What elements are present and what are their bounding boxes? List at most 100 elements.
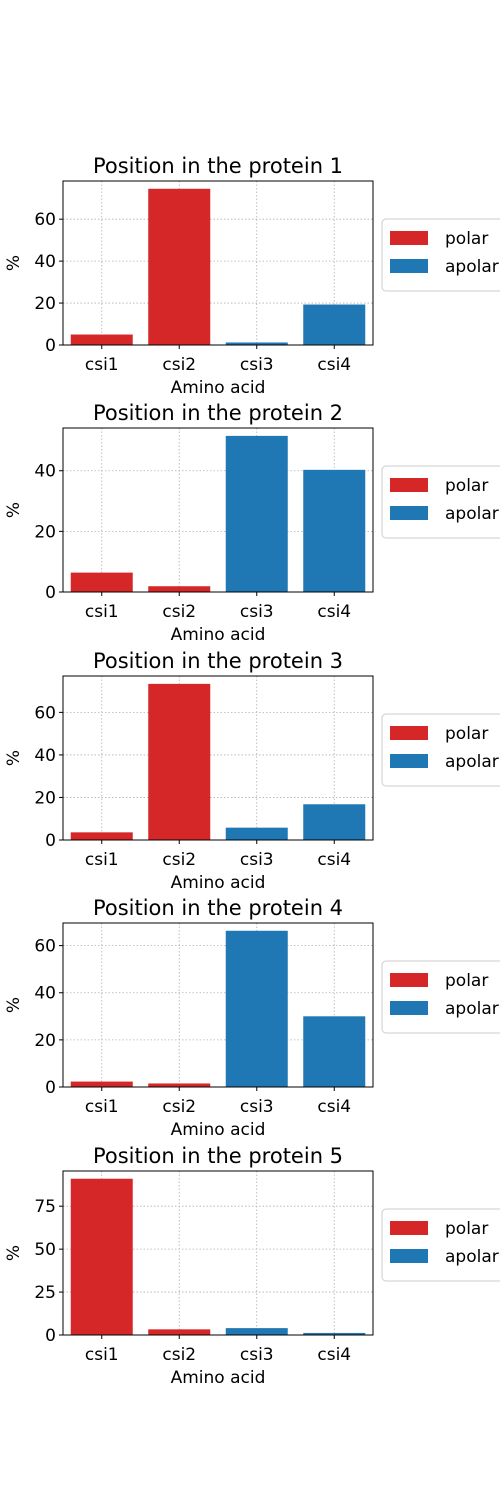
x-axis-label: Amino acid [171, 1368, 266, 1388]
x-tick-label: csi4 [317, 850, 351, 870]
y-axis-label: % [4, 750, 24, 766]
plot-frame [62, 1170, 374, 1336]
x-tick-label: csi1 [85, 1097, 119, 1117]
x-tick-label: csi4 [317, 1345, 351, 1365]
x-tick-label: csi1 [85, 355, 119, 375]
bar-csi3 [225, 827, 288, 840]
plot-frame [62, 675, 374, 841]
legend-swatch-polar [390, 973, 428, 987]
y-tick-label: 0 [45, 336, 56, 356]
x-tick-label: csi4 [317, 1097, 351, 1117]
legend-label-apolar: apolar [445, 752, 499, 772]
chart-title: Position in the protein 1 [93, 154, 343, 178]
y-axis-label: % [4, 502, 24, 518]
bar-csi4 [303, 804, 366, 840]
legend-label-polar: polar [445, 229, 488, 249]
bar-csi2 [148, 586, 211, 592]
y-tick-label: 40 [34, 746, 56, 766]
bar-csi1 [70, 832, 133, 840]
legend-swatch-polar [390, 1221, 428, 1235]
legend: polar apolar [381, 465, 500, 539]
legend-swatch-apolar [390, 1249, 428, 1263]
plot-frame [62, 180, 374, 346]
legend-label-apolar: apolar [445, 504, 499, 524]
y-tick-label: 0 [45, 1078, 56, 1098]
bar-csi2 [148, 683, 211, 840]
x-tick-label: csi2 [162, 850, 196, 870]
y-axis-label: % [4, 255, 24, 271]
y-tick-label: 60 [34, 703, 56, 723]
y-tick-label: 75 [34, 1197, 56, 1217]
y-tick-label: 60 [34, 210, 56, 230]
legend-label-polar: polar [445, 724, 488, 744]
x-tick-label: csi3 [240, 850, 274, 870]
y-tick-label: 20 [34, 522, 56, 542]
y-tick-label: 40 [34, 462, 56, 482]
x-axis-label: Amino acid [171, 1120, 266, 1140]
bar-csi1 [70, 1178, 133, 1335]
chart-1: 0 20 40 60 csi1 csi2 csi3 csi4 Position in the p… [4, 154, 500, 398]
legend-label-polar: polar [445, 971, 488, 991]
y-tick-label: 20 [34, 788, 56, 808]
chart-5: 0 25 50 75 csi1 csi2 csi3 csi4 Position in the p… [4, 1144, 500, 1388]
bar-csi2 [148, 1083, 211, 1087]
legend-label-apolar: apolar [445, 1247, 499, 1267]
y-tick-label: 20 [34, 1031, 56, 1051]
x-tick-label: csi4 [317, 602, 351, 622]
legend-label-apolar: apolar [445, 257, 499, 277]
y-axis-label: % [4, 997, 24, 1013]
bar-csi4 [303, 304, 366, 345]
x-tick-label: csi3 [240, 1097, 274, 1117]
x-tick-label: csi4 [317, 355, 351, 375]
x-tick-label: csi1 [85, 602, 119, 622]
x-axis-label: Amino acid [171, 625, 266, 645]
legend: polar apolar [381, 1208, 500, 1282]
bar-csi3 [225, 435, 288, 592]
x-tick-label: csi2 [162, 1345, 196, 1365]
legend: polar apolar [381, 218, 500, 292]
x-tick-label: csi1 [85, 1345, 119, 1365]
y-tick-label: 25 [34, 1283, 56, 1303]
x-tick-label: csi3 [240, 355, 274, 375]
x-tick-label: csi3 [240, 1345, 274, 1365]
x-tick-label: csi2 [162, 602, 196, 622]
y-tick-label: 40 [34, 984, 56, 1004]
x-tick-label: csi1 [85, 850, 119, 870]
legend-swatch-polar [390, 231, 428, 245]
bar-csi3 [225, 1328, 288, 1335]
x-tick-label: csi2 [162, 355, 196, 375]
chart-4: 0 20 40 60 csi1 csi2 csi3 csi4 Position in the p… [4, 896, 500, 1140]
bar-csi4 [303, 1016, 366, 1087]
legend-label-polar: polar [445, 476, 488, 496]
x-tick-label: csi3 [240, 602, 274, 622]
y-tick-label: 0 [45, 583, 56, 603]
y-tick-label: 0 [45, 1326, 56, 1346]
y-tick-label: 20 [34, 294, 56, 314]
bar-csi1 [70, 1081, 133, 1087]
legend-label-apolar: apolar [445, 999, 499, 1019]
bar-csi3 [225, 342, 288, 345]
legend-swatch-apolar [390, 754, 428, 768]
x-axis-label: Amino acid [171, 873, 266, 893]
legend-swatch-apolar [390, 259, 428, 273]
chart-2: 0 20 40 csi1 csi2 csi3 csi4 Position in the pro… [4, 401, 500, 645]
legend-swatch-polar [390, 478, 428, 492]
legend-swatch-apolar [390, 506, 428, 520]
legend: polar apolar [381, 713, 500, 787]
bar-csi2 [148, 1329, 211, 1335]
chart-title: Position in the protein 5 [93, 1144, 343, 1168]
legend-label-polar: polar [445, 1219, 488, 1239]
bar-csi3 [225, 930, 288, 1087]
y-axis-label: % [4, 1245, 24, 1261]
y-tick-label: 0 [45, 831, 56, 851]
x-axis-label: Amino acid [171, 378, 266, 398]
chart-title: Position in the protein 2 [93, 401, 343, 425]
legend-swatch-polar [390, 726, 428, 740]
chart-3: 0 20 40 60 csi1 csi2 csi3 csi4 Position in the p… [4, 649, 500, 893]
y-tick-label: 60 [34, 937, 56, 957]
legend: polar apolar [381, 960, 500, 1034]
bar-csi1 [70, 334, 133, 345]
bar-csi1 [70, 572, 133, 592]
plot-frame [62, 922, 374, 1088]
